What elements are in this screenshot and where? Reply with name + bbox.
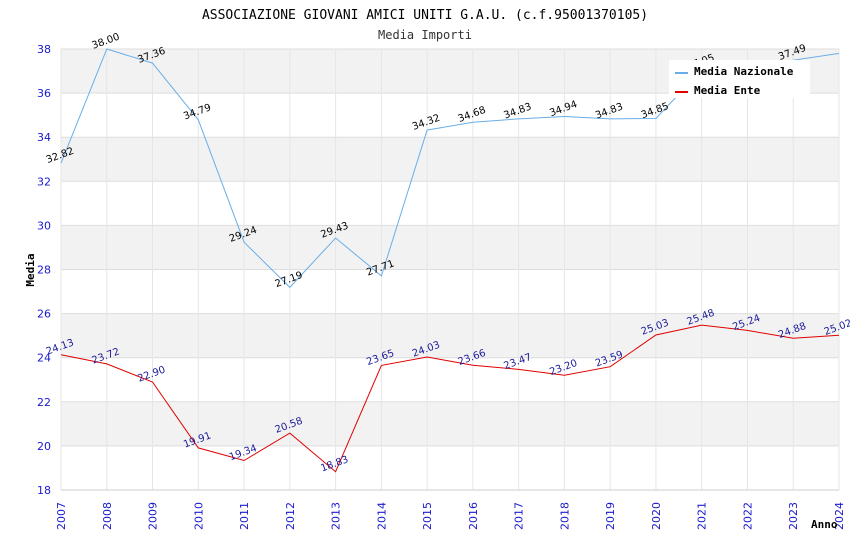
y-tick-label: 30 [37,219,51,232]
y-tick-label: 18 [37,484,51,497]
x-tick-label: 2013 [330,502,343,530]
y-tick-label: 22 [37,396,51,409]
grid-band [61,313,839,358]
x-tick-label: 2010 [192,502,205,530]
x-tick-label: 2014 [375,502,388,530]
y-tick-label: 36 [37,87,51,100]
x-axis-label: Anno [811,518,838,531]
y-tick-label: 28 [37,264,51,277]
y-tick-label: 20 [37,440,51,453]
grid-band [61,225,839,270]
x-tick-label: 2017 [513,502,526,530]
x-tick-label: 2007 [55,502,68,530]
chart-title: ASSOCIAZIONE GIOVANI AMICI UNITI G.A.U. … [202,8,648,23]
legend-box [669,60,810,98]
y-tick-label: 32 [37,175,51,188]
y-axis-ticks: 18 20 22 24 26 28 30 32 34 36 38 [37,43,51,497]
x-tick-label: 2015 [421,502,434,530]
legend-label-nazionale: Media Nazionale [694,65,794,78]
data-label: 34.32 [411,113,442,133]
x-tick-label: 2008 [101,502,114,530]
x-tick-label: 2023 [787,502,800,530]
x-tick-label: 2016 [467,502,480,530]
chart-subtitle: Media Importi [378,28,472,42]
legend-label-ente: Media Ente [694,84,761,97]
grid-band [61,137,839,182]
x-tick-label: 2019 [604,502,617,530]
x-tick-label: 2018 [558,502,571,530]
y-tick-label: 34 [37,131,51,144]
grid-lines [60,48,840,491]
legend: Media Nazionale Media Ente [669,60,810,98]
grid-band [61,401,839,446]
y-tick-label: 38 [37,43,51,56]
x-tick-label: 2022 [741,502,754,530]
x-tick-label: 2012 [284,502,297,530]
x-tick-label: 2021 [696,502,709,530]
x-axis-ticks: 2007 2008 2009 2010 2011 2012 2013 2014 2015 2016… [55,502,846,530]
x-tick-label: 2020 [650,502,663,530]
x-tick-label: 2024 [833,502,846,530]
x-tick-label: 2009 [147,502,160,530]
y-tick-label: 26 [37,308,51,321]
y-tick-label: 24 [37,352,51,365]
y-axis-label: Media [24,253,37,286]
x-tick-label: 2011 [238,502,251,530]
grid-bands [61,49,839,446]
series-line-1 [60,324,840,473]
